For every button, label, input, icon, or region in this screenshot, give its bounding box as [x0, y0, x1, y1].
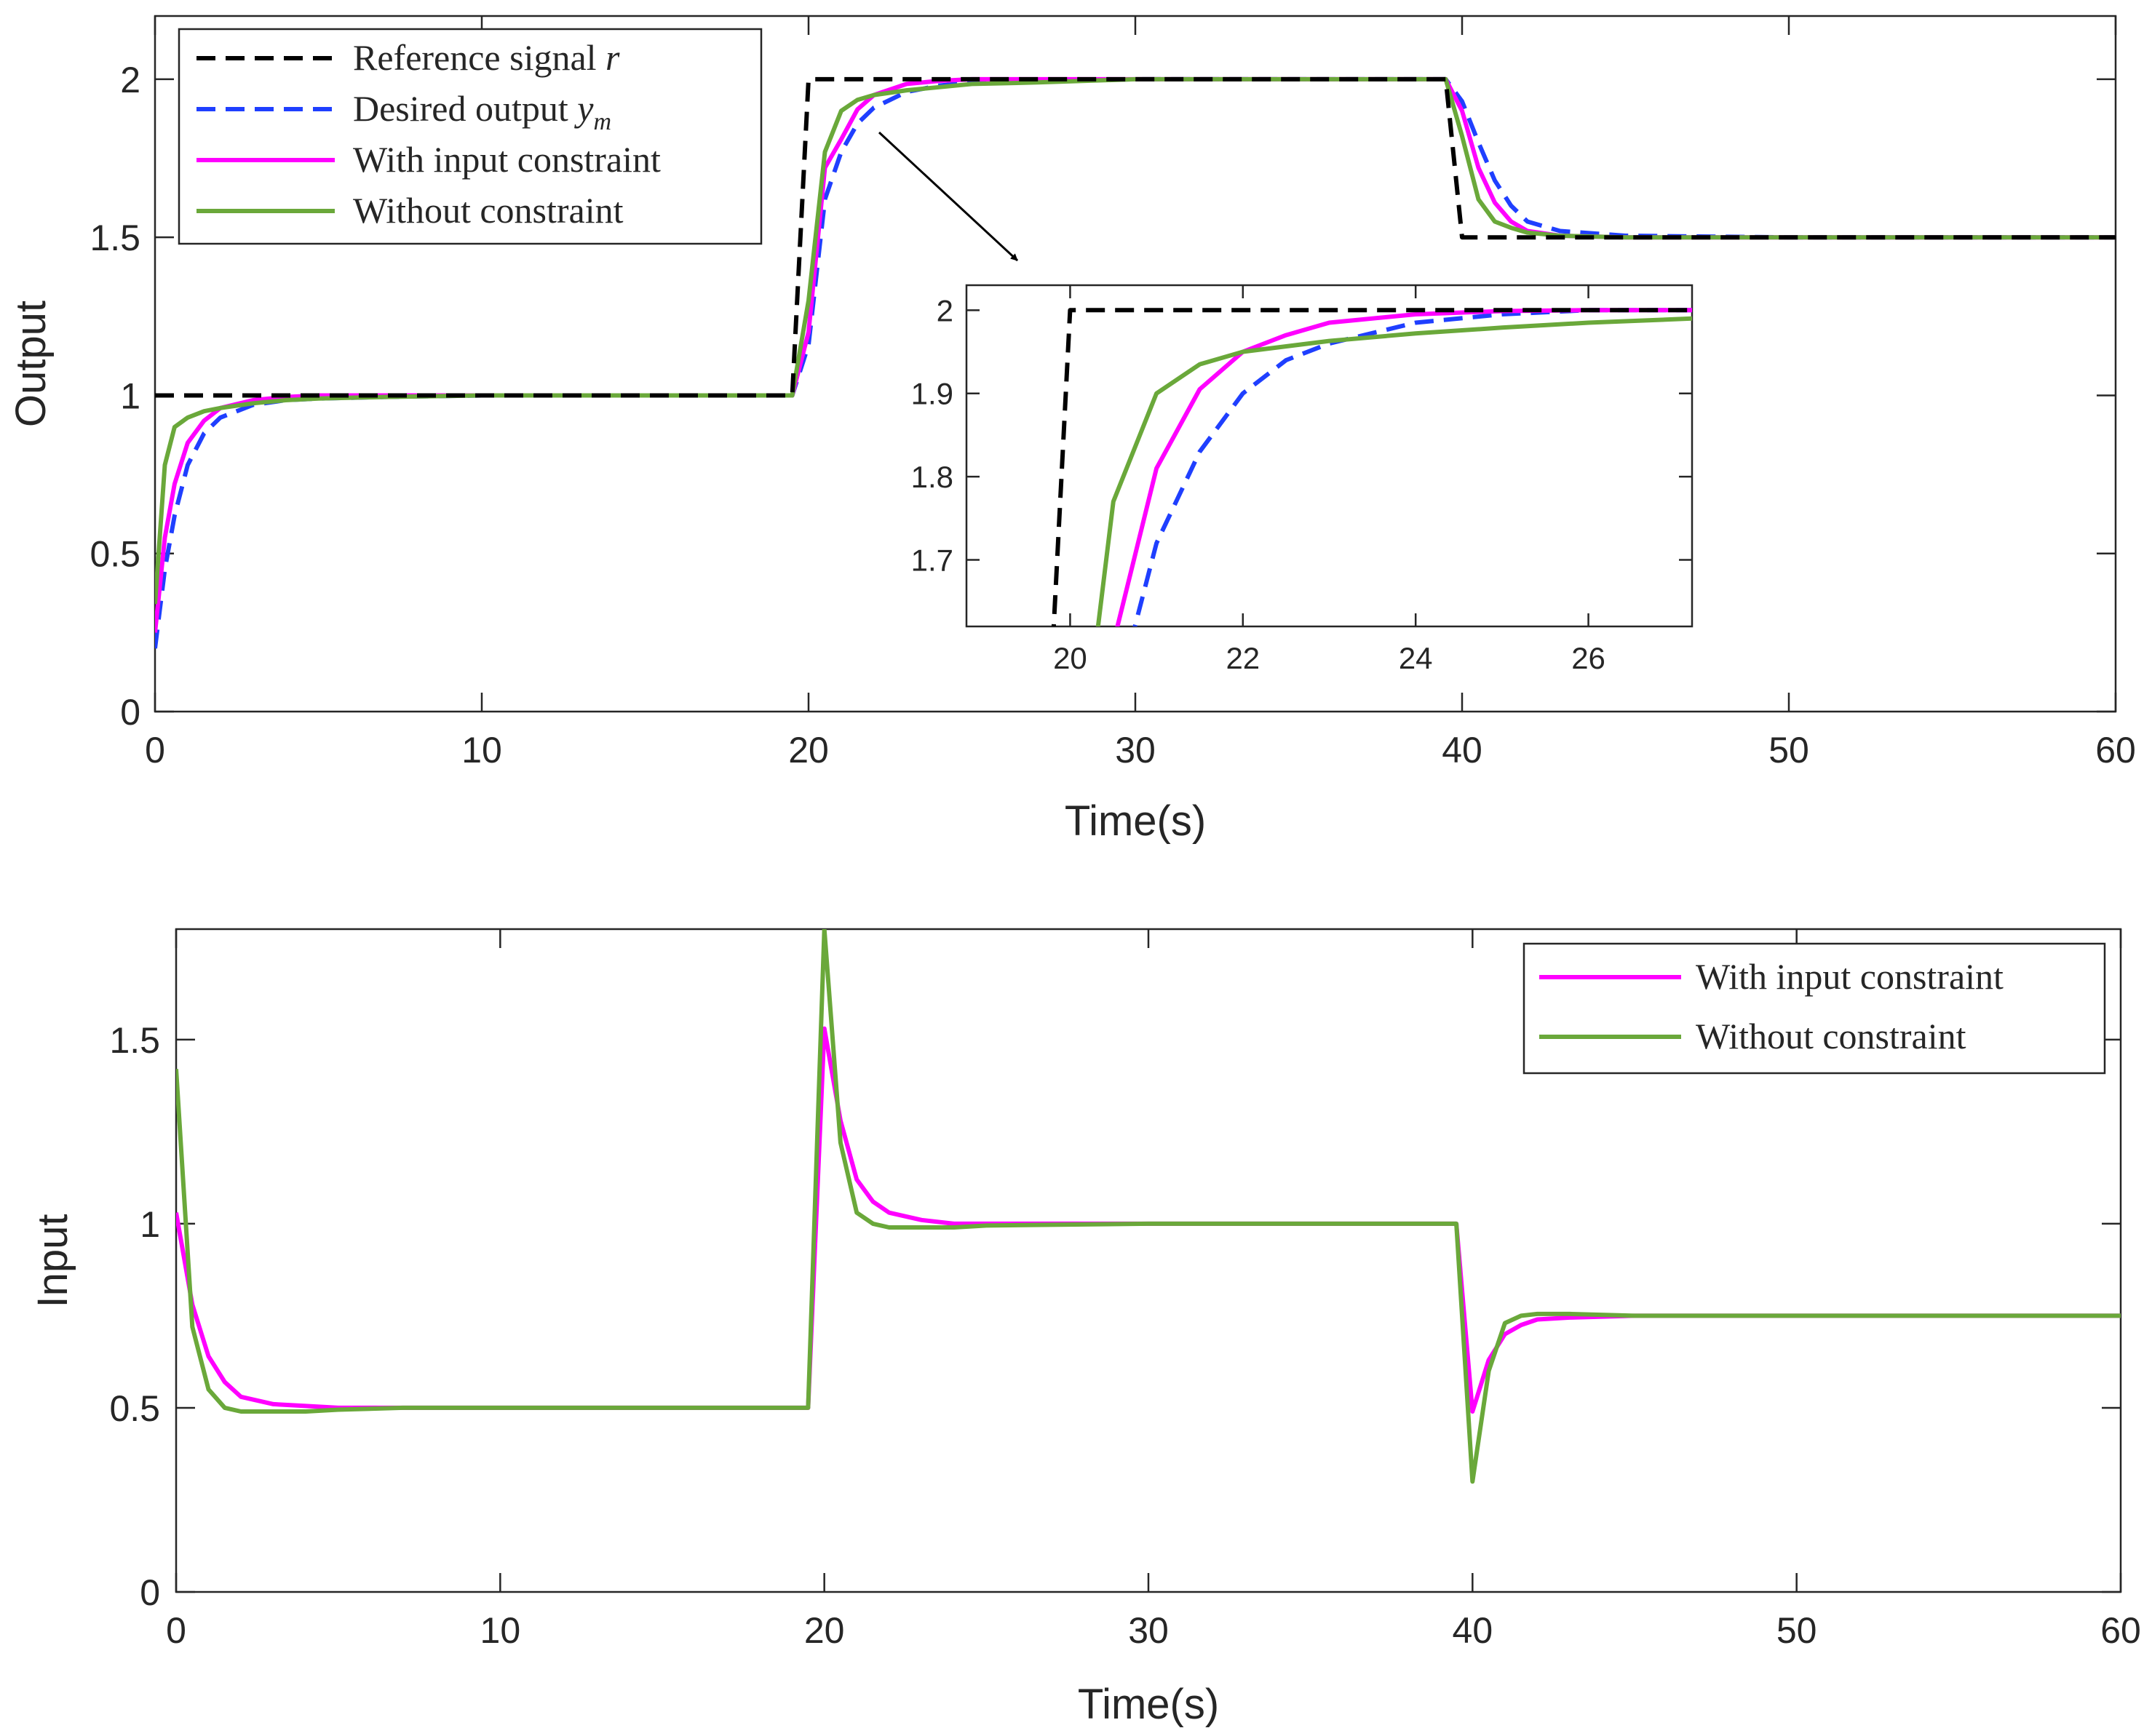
legend-label-reference: Reference signal r [353, 37, 620, 78]
x-tick-label: 10 [461, 730, 502, 771]
y-tick-label: 1 [140, 1204, 160, 1245]
legend-entry-input-with-constraint: With input constraint [1539, 956, 2004, 997]
series-line-with-constraint [1115, 308, 1692, 626]
input-chart: 0 10 20 30 40 50 60 0 0.5 1 1.5 Time(s) Input With… [29, 928, 2141, 1728]
inset-plot-area [965, 284, 1694, 628]
legend-label-with-constraint: With input constraint [353, 139, 661, 180]
y-tick-label: 1.5 [109, 1020, 160, 1061]
input-legend-box [1522, 942, 2106, 1075]
x-tick-label: 0 [145, 730, 165, 771]
legend-entry-without-constraint: Without constraint [196, 190, 624, 231]
x-tick-label: 40 [1453, 1610, 1493, 1651]
y-tick-label: 0.5 [90, 534, 140, 575]
legend-entry-reference: Reference signal r [196, 37, 620, 78]
output-legend: Reference signal r Desired output ym Wit… [178, 28, 763, 245]
input-series [176, 929, 2121, 1484]
series-line-reference [155, 76, 2116, 398]
output-series [155, 76, 2116, 649]
legend-label-without-constraint: Without constraint [353, 190, 624, 231]
x-tick-label: 20 [1053, 641, 1087, 675]
x-tick-label: 30 [1128, 1610, 1169, 1651]
y-tick-label: 1.7 [911, 543, 953, 577]
input-ticks: 0 10 20 30 40 50 60 0 0.5 1 1.5 [109, 929, 2141, 1651]
y-tick-label: 1 [120, 375, 140, 416]
input-x-axis-label: Time(s) [1078, 1681, 1219, 1728]
x-tick-label: 50 [1776, 1610, 1817, 1651]
x-tick-label: 40 [1442, 730, 1482, 771]
output-x-axis-label: Time(s) [1065, 797, 1206, 845]
x-tick-label: 50 [1768, 730, 1809, 771]
legend-label-input-with-constraint: With input constraint [1696, 956, 2004, 997]
series-line-without-constraint [1095, 316, 1692, 626]
legend-entry-with-constraint: With input constraint [196, 139, 661, 180]
x-tick-label: 26 [1571, 641, 1605, 675]
input-y-axis-label: Input [29, 1214, 76, 1308]
legend-entry-desired: Desired output ym [196, 88, 611, 135]
y-tick-label: 2 [120, 60, 140, 100]
x-tick-label: 10 [480, 1610, 521, 1651]
x-tick-label: 20 [804, 1610, 845, 1651]
series-line-reference [1051, 308, 1692, 626]
input-legend: With input constraint Without constraint [1522, 942, 2106, 1075]
y-tick-label: 1.8 [911, 460, 953, 494]
series-line-without-constraint [176, 929, 2121, 1484]
x-tick-label: 0 [166, 1610, 186, 1651]
y-tick-label: 1.9 [911, 377, 953, 411]
x-tick-label: 24 [1399, 641, 1433, 675]
output-y-axis-label: Output [7, 300, 55, 427]
x-tick-label: 20 [788, 730, 829, 771]
legend-label-desired: Desired output ym [353, 88, 611, 135]
legend-entry-input-without-constraint: Without constraint [1539, 1016, 1966, 1056]
inset-ticks: 20 22 24 26 1.7 1.8 1.9 2 [911, 285, 1692, 675]
output-ticks: 0 10 20 30 40 50 60 0 0.5 1 1.5 2 [90, 16, 2136, 771]
y-tick-label: 2 [937, 293, 953, 327]
output-legend-box [178, 28, 763, 245]
output-chart: 0 10 20 30 40 50 60 0 0.5 1 1.5 2 Time(s) Output 20… [7, 15, 2136, 845]
series-line-with-constraint [176, 1026, 2121, 1414]
x-tick-label: 30 [1115, 730, 1156, 771]
x-tick-label: 60 [2100, 1610, 2141, 1651]
zoom-annotation-arrow [878, 131, 1019, 262]
series-line-without-constraint [155, 76, 2116, 605]
inset-series [1051, 308, 1692, 626]
x-tick-label: 22 [1226, 641, 1260, 675]
legend-label-input-without-constraint: Without constraint [1696, 1016, 1966, 1056]
y-tick-label: 0 [140, 1572, 160, 1613]
y-tick-label: 1.5 [90, 218, 140, 258]
y-tick-label: 0 [120, 692, 140, 733]
zoom-inset: 20 22 24 26 1.7 1.8 1.9 2 [911, 284, 1694, 675]
series-line-desired [155, 76, 2116, 649]
x-tick-label: 60 [2095, 730, 2136, 771]
y-tick-label: 0.5 [109, 1388, 160, 1429]
